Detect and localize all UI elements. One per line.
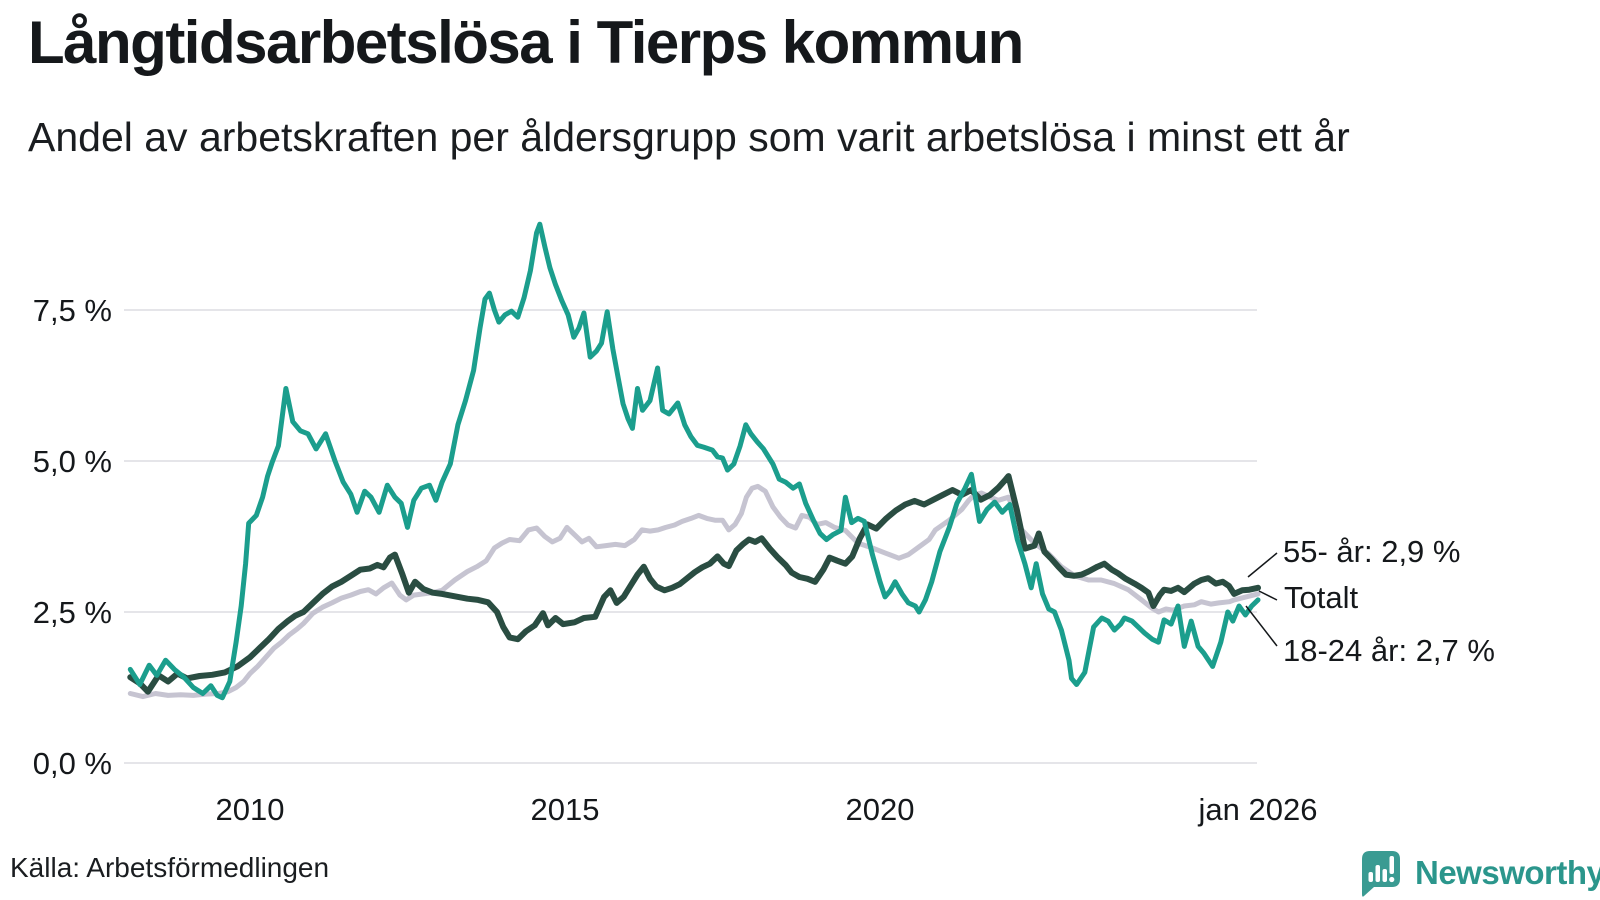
series-line-18-24r	[127, 221, 1261, 701]
page-title: Långtidsarbetslösa i Tierps kommun	[28, 9, 1024, 76]
x-axis-tick-label: jan 2026	[1198, 792, 1318, 827]
x-axis-tick-label: 2010	[216, 792, 285, 827]
y-axis-tick-label: 2,5 %	[33, 595, 112, 630]
series-line-totalt	[127, 483, 1261, 700]
annotation-leader-line	[1245, 605, 1278, 647]
page-subtitle: Andel av arbetskraften per åldersgrupp s…	[28, 114, 1350, 160]
x-axis-tick-label: 2015	[531, 792, 600, 827]
series-end-label: 18-24 år: 2,7 %	[1283, 633, 1495, 668]
series-line-55-r	[127, 473, 1261, 695]
y-axis-tick-label: 0,0 %	[33, 746, 112, 781]
source-note: Källa: Arbetsförmedlingen	[10, 852, 330, 883]
newsworthy-logo: Newsworthy	[1361, 850, 1600, 900]
series-end-label: 55- år: 2,9 %	[1283, 534, 1460, 569]
annotation-leader-line	[1258, 590, 1278, 601]
y-axis-tick-label: 7,5 %	[33, 293, 112, 328]
y-axis-tick-label: 5,0 %	[33, 444, 112, 479]
series-end-label: Totalt	[1284, 580, 1358, 615]
newsworthy-logo-icon	[1362, 851, 1400, 897]
newsworthy-logo-text: Newsworthy	[1415, 854, 1600, 891]
x-axis-tick-label: 2020	[846, 792, 915, 827]
annotation-leader-line	[1247, 552, 1278, 578]
